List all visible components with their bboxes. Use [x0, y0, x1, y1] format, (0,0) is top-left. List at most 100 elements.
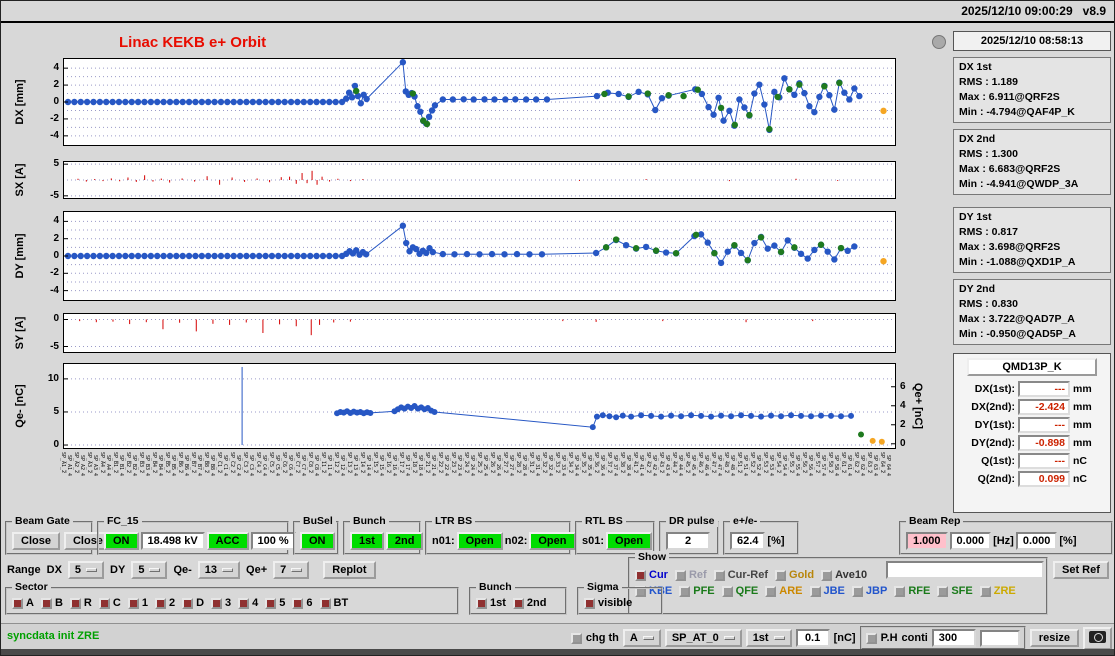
checkbox-a[interactable] [12, 597, 23, 609]
busel-label: BuSel [300, 515, 336, 527]
x-axis-label: SP_21_2 [423, 452, 430, 474]
checkbox-r[interactable] [69, 597, 81, 609]
show-label: Show [635, 551, 669, 563]
checkbox-cur-ref[interactable] [713, 569, 725, 581]
checkbox-cur[interactable] [635, 569, 646, 581]
sector-group: Sector A B R C 1 2 D 3 4 5 6 BT [5, 581, 459, 615]
x-axis-label: SP_37_2 [605, 452, 612, 474]
range-dy-select[interactable]: 5 [131, 561, 168, 579]
checkbox-label-d: D [196, 597, 205, 609]
checkbox-visible[interactable] [584, 597, 595, 609]
checkbox-d[interactable] [182, 597, 194, 609]
checkbox-4[interactable] [238, 597, 250, 609]
resize-button[interactable]: resize [1029, 629, 1079, 647]
checkbox-are[interactable] [765, 585, 777, 597]
conti-count-field[interactable]: 300 [931, 629, 976, 647]
range-qe-minus-select[interactable]: 13 [197, 561, 241, 579]
checkbox-ave10[interactable] [821, 569, 833, 581]
y2-tick-label: 2 [900, 418, 906, 430]
ph-conti-group: P.H conti 300 [859, 626, 1026, 650]
ltr-n02-open-button[interactable]: Open [529, 532, 576, 550]
stats-rms: RMS : 0.817 [959, 226, 1018, 238]
y2-tick-label: 6 [900, 380, 906, 392]
rtl-s01-open-button[interactable]: Open [606, 532, 653, 550]
stats-max: Max : 3.722@QAD7P_A [959, 313, 1075, 325]
stats-dx-1st: DX 1st RMS : 1.189 Max : 6.911@QRF2S Min… [953, 57, 1111, 123]
stats-rms: RMS : 0.830 [959, 298, 1018, 310]
checkbox-gold[interactable] [775, 569, 787, 581]
threshold-unit: [nC] [833, 632, 856, 644]
x-axis-label: SP_C7_4 [300, 455, 307, 477]
x-axis-label: SP_A1_2 [60, 452, 66, 474]
fc15-group: FC_15 ON 18.498 kV ACC 100 % [97, 515, 296, 555]
fc15-acc-button[interactable]: ACC [206, 532, 249, 550]
bunch-order-select[interactable]: 1st [745, 629, 792, 647]
checkbox-1st[interactable] [476, 597, 487, 609]
range-dy-value: 5 [138, 564, 145, 576]
checkbox-b[interactable] [40, 597, 52, 609]
chg-th-checkbox[interactable] [570, 632, 582, 644]
checkbox-bt[interactable] [319, 597, 331, 609]
x-axis-label: SP_28_2 [514, 452, 521, 474]
beam-gate-close-1-button[interactable]: Close [12, 532, 60, 550]
bunch-2nd-button[interactable]: 2nd [385, 532, 424, 550]
monitor-row-unit: mm [1073, 419, 1092, 431]
checkbox-1[interactable] [127, 597, 139, 609]
monitor-row: DX(2nd): -2.424 mm [957, 399, 1107, 415]
ph-label: P.H [880, 632, 898, 644]
checkbox-kbe[interactable] [635, 585, 646, 597]
x-axis-label: SP_54_2 [774, 452, 781, 474]
beam-gate-close-2-button[interactable]: Close [63, 532, 112, 550]
monitor-row-value: --- [1018, 453, 1070, 469]
busel-on-button[interactable]: ON [300, 532, 335, 550]
x-axis-label: SP_B6_4 [183, 455, 190, 477]
checkbox-6[interactable] [292, 597, 304, 609]
y2-tick-label: 0 [900, 437, 906, 449]
magnet-selector[interactable]: QMD13P_K [967, 358, 1097, 376]
checkbox-jbp[interactable] [851, 585, 863, 597]
checkbox-label-b: B [54, 597, 63, 609]
x-axis-label: SP_26_2 [488, 452, 495, 474]
checkbox-2[interactable] [154, 597, 166, 609]
x-axis-label: SP_41_2 [631, 452, 638, 474]
checkbox-sfe[interactable] [937, 585, 949, 597]
threshold-field[interactable]: 0.1 [795, 629, 830, 647]
checkbox-pfe[interactable] [679, 585, 691, 597]
checkbox-zre[interactable] [979, 585, 991, 597]
checkbox-label-pfe: PFE [693, 585, 715, 597]
ltr-n01-open-button[interactable]: Open [456, 532, 503, 550]
bunch-1st-button[interactable]: 1st [350, 532, 384, 550]
screenshot-button[interactable] [1083, 626, 1112, 650]
checkbox-jbe[interactable] [809, 585, 821, 597]
x-axis-label: SP_C3_2 [241, 452, 248, 474]
checkbox-c[interactable] [98, 597, 110, 609]
bpm-select[interactable]: SP_AT_0 [664, 629, 742, 647]
ph-checkbox[interactable] [865, 632, 877, 644]
x-axis-label: SP_43_2 [657, 452, 664, 474]
x-axis-label: SP_B5_4 [170, 455, 177, 477]
checkbox-ref[interactable] [674, 569, 686, 581]
stats-dx-2nd: DX 2nd RMS : 1.300 Max : 6.683@QRF2S Min… [953, 129, 1111, 195]
checkbox-rfe[interactable] [894, 585, 906, 597]
ref-file-input[interactable] [886, 561, 1044, 579]
set-ref-button[interactable]: Set Ref [1053, 561, 1109, 579]
range-qe-plus-select[interactable]: 7 [273, 561, 310, 579]
checkbox-5[interactable] [265, 597, 277, 609]
stats-min: Min : -4.794@QAF4P_K [959, 106, 1075, 118]
checkbox-3[interactable] [211, 597, 223, 609]
checkbox-2nd[interactable] [512, 597, 524, 609]
x-axis-label: SP_41_4 [638, 455, 645, 477]
checkbox-qfe[interactable] [721, 585, 733, 597]
x-axis-label: SP_62_4 [859, 455, 866, 477]
blank-field[interactable] [979, 629, 1020, 647]
sector-select[interactable]: A [622, 629, 661, 647]
x-axis-label: SP_24_4 [469, 455, 476, 477]
replot-button[interactable]: Replot [323, 561, 376, 579]
x-axis-label: SP_32_2 [540, 452, 547, 474]
range-dx-select[interactable]: 5 [67, 561, 105, 579]
checkbox-label-cur-ref: Cur-Ref [727, 569, 769, 581]
checkbox-label-r: R [83, 597, 92, 609]
monitor-row-unit: mm [1073, 437, 1092, 449]
x-axis-label: SP_B5_2 [163, 452, 170, 474]
fc15-on-button[interactable]: ON [104, 532, 139, 550]
